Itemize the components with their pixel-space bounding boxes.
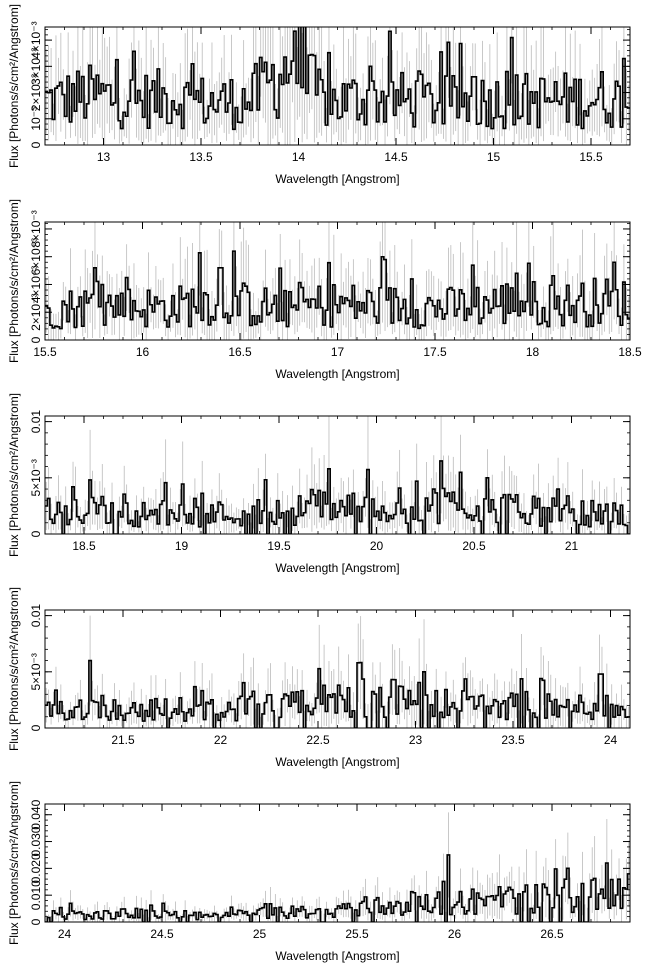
chart-panel-3: 18.5 19 19.5 20 20.5 21 0 5×10⁻³ 0.01 Wavelength …	[7, 393, 631, 575]
x-axis-label: Wavelength [Angstrom]	[275, 755, 399, 769]
x-tick-label: 14	[292, 150, 306, 164]
x-axis-label: Wavelength [Angstrom]	[275, 561, 399, 575]
spectrum-line	[45, 27, 630, 131]
x-tick-label: 26.5	[540, 927, 564, 941]
y-tick-label: 0	[29, 141, 43, 148]
y-tick-label: 0	[29, 336, 43, 343]
y-tick-label: 6×10⁻³	[29, 238, 43, 275]
x-tick-label: 18.5	[618, 345, 642, 359]
x-tick-label: 21	[565, 539, 579, 553]
x-tick-label: 13	[97, 150, 111, 164]
x-axis-label: Wavelength [Angstrom]	[275, 172, 399, 186]
y-tick-label: 0.040	[29, 799, 43, 829]
y-axis-label: Flux [Photons/s/cm²/Angstrom]	[7, 4, 21, 168]
y-tick-label: 2×10⁻³	[29, 294, 43, 331]
x-tick-label: 19	[175, 539, 189, 553]
y-tick-label: 0	[29, 724, 43, 731]
x-tick-label: 15	[487, 150, 501, 164]
spectrum-line	[45, 250, 630, 330]
x-tick-label: 25.5	[345, 927, 369, 941]
y-tick-label: 0	[29, 530, 43, 537]
x-tick-label: 26	[448, 927, 462, 941]
x-tick-label: 24	[604, 733, 618, 747]
y-tick-label: 4×10⁻³	[29, 21, 43, 58]
y-tick-label: 5×10⁻³	[29, 653, 43, 690]
x-tick-label: 15.5	[579, 150, 603, 164]
y-tick-label: 0.010	[29, 880, 43, 910]
chart-panel-4: 21.5 22 22.5 23 23.5 24 0 5×10⁻³ 0.01 Wavelength …	[7, 587, 631, 769]
y-tick-label: 2×10⁻³	[29, 74, 43, 111]
x-tick-label: 17	[331, 345, 345, 359]
x-tick-label: 13.5	[189, 150, 213, 164]
y-axis-label: Flux [Photons/s/cm²/Angstrom]	[7, 587, 21, 751]
spectrum-data	[45, 416, 630, 534]
x-tick-label: 14.5	[384, 150, 408, 164]
spectrum-line	[45, 854, 630, 922]
spectrum-data	[45, 222, 630, 340]
x-tick-label: 17.5	[423, 345, 447, 359]
y-tick-label: 8×10⁻³	[29, 210, 43, 247]
x-axis-label: Wavelength [Angstrom]	[275, 949, 399, 963]
y-tick-label: 5×10⁻³	[29, 459, 43, 496]
spectrum-data	[45, 615, 630, 728]
y-tick-label: 0	[29, 918, 43, 925]
y-tick-label: 4×10⁻³	[29, 266, 43, 303]
x-tick-label: 22.5	[306, 733, 330, 747]
x-tick-label: 20	[370, 539, 384, 553]
x-tick-label: 20.5	[462, 539, 486, 553]
spectrum-line	[45, 460, 630, 534]
x-tick-label: 24.5	[150, 927, 174, 941]
chart-panel-2: 15.5 16 16.5 17 17.5 18 18.5 0 2×10⁻³4×10⁻³6×10⁻…	[7, 199, 642, 381]
x-tick-label: 23	[409, 733, 423, 747]
y-axis-label: Flux [Photons/s/cm²/Angstrom]	[7, 781, 21, 945]
spectrum-data	[45, 27, 630, 145]
x-tick-label: 18	[526, 345, 540, 359]
x-tick-label: 15.5	[33, 345, 57, 359]
y-axis-label: Flux [Photons/s/cm²/Angstrom]	[7, 199, 21, 363]
x-axis-label: Wavelength [Angstrom]	[275, 367, 399, 381]
spectrum-line	[45, 659, 630, 728]
x-tick-label: 23.5	[501, 733, 525, 747]
x-tick-label: 16	[136, 345, 150, 359]
x-tick-label: 21.5	[111, 733, 135, 747]
y-tick-label: 0.01	[29, 604, 43, 628]
spectrum-data	[45, 812, 630, 922]
x-tick-label: 18.5	[72, 539, 96, 553]
x-tick-label: 24	[58, 927, 72, 941]
y-tick-label: 0.01	[29, 410, 43, 434]
y-tick-label: 0.020	[29, 853, 43, 883]
plot-frame	[44, 26, 631, 146]
y-tick-label: 0.030	[29, 826, 43, 856]
y-tick-label: 10⁻³	[29, 107, 43, 131]
y-axis-label: Flux [Photons/s/cm²/Angstrom]	[7, 393, 21, 557]
x-tick-label: 19.5	[267, 539, 291, 553]
y-tick-label: 3×10⁻³	[29, 48, 43, 85]
x-tick-label: 16.5	[228, 345, 252, 359]
x-tick-label: 25	[253, 927, 267, 941]
x-tick-label: 22	[214, 733, 228, 747]
chart-panel-1: 13 13.5 14 14.5 15 15.5 0 10⁻³2×10⁻³3×10⁻³4×10⁻…	[7, 4, 631, 186]
